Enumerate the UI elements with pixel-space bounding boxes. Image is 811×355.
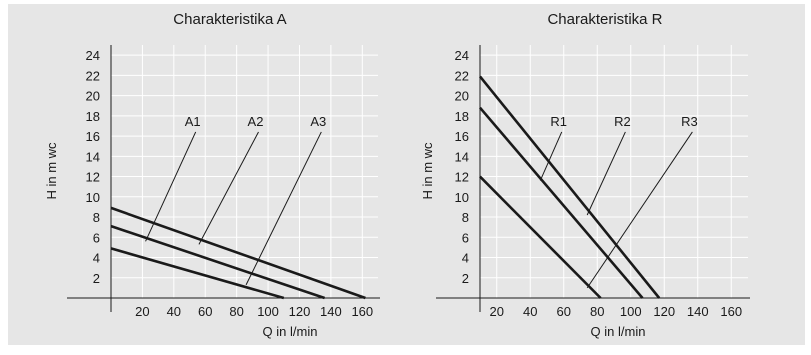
y-tick-label: 6 [462,230,469,245]
y-tick-label: 10 [86,190,100,205]
series-label-a1: A1 [185,114,201,129]
x-tick-label: 100 [620,304,642,319]
y-tick-label: 6 [93,230,100,245]
y-tick-label: 12 [455,170,469,185]
y-tick-label: 16 [86,129,100,144]
y-tick-label: 20 [86,89,100,104]
series-label-r3: R3 [681,114,698,129]
x-tick-label: 80 [229,304,243,319]
y-tick-label: 22 [455,68,469,83]
y-tick-label: 2 [93,271,100,286]
y-tick-label: 14 [86,149,100,164]
series-label-a3: A3 [310,114,326,129]
x-tick-label: 60 [557,304,571,319]
x-axis-label: Q in l/min [263,324,318,339]
y-tick-label: 14 [455,149,469,164]
y-tick-label: 10 [455,190,469,205]
y-tick-label: 8 [93,210,100,225]
series-label-a2: A2 [248,114,264,129]
y-tick-label: 16 [455,129,469,144]
x-tick-label: 40 [167,304,181,319]
y-axis-label: H in m wc [44,142,59,200]
x-tick-label: 140 [687,304,709,319]
y-tick-label: 12 [86,170,100,185]
y-tick-label: 18 [455,109,469,124]
x-tick-label: 100 [257,304,279,319]
x-tick-label: 20 [490,304,504,319]
x-tick-label: 160 [720,304,742,319]
x-tick-label: 40 [523,304,537,319]
x-tick-label: 60 [198,304,212,319]
y-tick-label: 2 [462,271,469,286]
y-tick-label: 4 [93,251,100,266]
x-tick-label: 140 [320,304,342,319]
y-tick-label: 20 [455,89,469,104]
y-tick-label: 24 [86,48,100,63]
y-tick-label: 22 [86,68,100,83]
series-label-r2: R2 [614,114,631,129]
x-tick-label: 120 [289,304,311,319]
y-tick-label: 18 [86,109,100,124]
y-tick-label: 24 [455,48,469,63]
series-label-r1: R1 [550,114,567,129]
x-axis-label: Q in l/min [591,324,646,339]
x-tick-label: 160 [351,304,373,319]
y-tick-label: 8 [462,210,469,225]
x-tick-label: 20 [135,304,149,319]
y-axis-label: H in m wc [420,142,435,200]
chart-title: Charakteristika R [547,11,662,28]
x-tick-label: 80 [590,304,604,319]
y-tick-label: 4 [462,251,469,266]
chart-title: Charakteristika A [173,11,286,28]
x-tick-label: 120 [653,304,675,319]
